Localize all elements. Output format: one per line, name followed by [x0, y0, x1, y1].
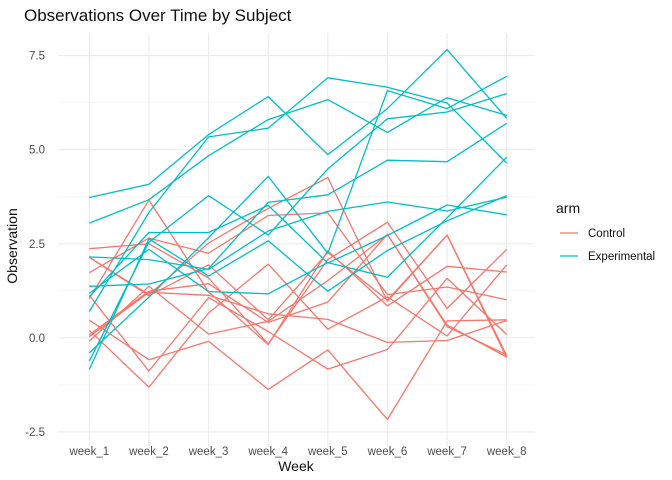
x-tick-label: week_5	[307, 446, 348, 458]
series-lines	[88, 48, 508, 421]
y-tick-label: 5.0	[29, 145, 45, 157]
series-line-experimental	[89, 97, 507, 224]
grid-lines	[58, 33, 535, 447]
series-line-experimental	[89, 122, 508, 287]
series-line-experimental	[88, 156, 508, 295]
x-tick-label: week_4	[247, 446, 288, 458]
series-line-control	[88, 319, 507, 421]
legend-title: arm	[556, 200, 580, 216]
legend-item-experimental: Experimental	[560, 251, 655, 263]
series-line-control	[88, 291, 507, 344]
x-tick-label: week_6	[367, 446, 408, 458]
series-line-control	[88, 277, 508, 372]
y-axis-ticks: -2.5 0.0 2.5 5.0 7.5	[25, 51, 45, 439]
x-tick-label: week_8	[486, 446, 527, 458]
y-tick-label: 2.5	[29, 239, 45, 251]
series-line-experimental	[88, 204, 507, 298]
y-tick-label: 0.0	[29, 333, 45, 345]
x-tick-label: week_7	[426, 446, 467, 458]
x-tick-label: week_1	[68, 446, 109, 458]
legend-label-experimental: Experimental	[588, 251, 655, 263]
legend-item-control: Control	[560, 228, 625, 240]
x-axis-ticks: week_1 week_2 week_3 week_4 week_5 week_6 week…	[68, 446, 526, 458]
legend-label-control: Control	[588, 228, 625, 240]
x-axis-title: Week	[278, 458, 315, 474]
series-line-experimental	[88, 195, 507, 370]
series-line-control	[88, 176, 508, 359]
y-tick-label: -2.5	[25, 427, 45, 439]
series-line-experimental	[88, 75, 508, 354]
chart-title: Observations Over Time by Subject	[24, 6, 292, 25]
series-line-experimental	[89, 48, 508, 199]
y-tick-label: 7.5	[29, 51, 45, 63]
y-axis-title: Observation	[4, 208, 20, 283]
series-line-control	[88, 234, 508, 358]
series-line-control	[88, 233, 507, 356]
x-tick-label: week_2	[128, 446, 169, 458]
series-line-control	[88, 199, 507, 346]
series-line-experimental	[88, 92, 507, 362]
x-tick-label: week_3	[188, 446, 229, 458]
series-line-experimental	[88, 77, 508, 312]
series-line-control	[89, 221, 508, 345]
legend: arm Control Experimental	[556, 200, 655, 263]
